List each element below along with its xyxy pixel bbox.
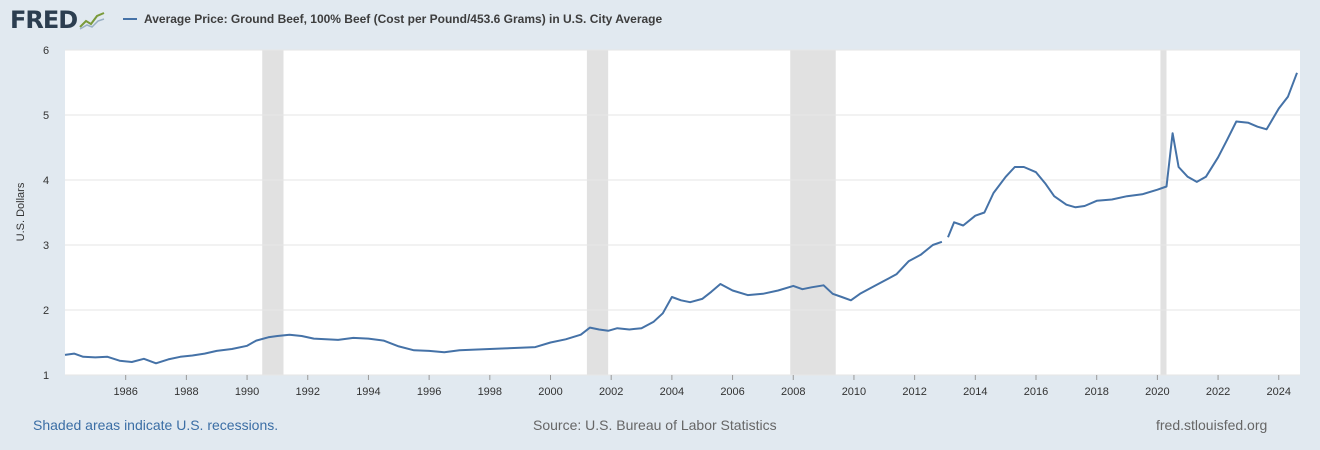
legend-series-label: Average Price: Ground Beef, 100% Beef (C… [144, 12, 663, 26]
x-tick-label: 2010 [842, 386, 866, 398]
series-line [64, 240, 943, 365]
x-tick-label: 1986 [113, 386, 137, 398]
x-tick-label: 2024 [1267, 386, 1291, 398]
line-chart: 1 2 3 4 5 6 1986 1988 1990 1992 1994 1996 1998 2000 2… [15, 45, 1300, 398]
y-tick-label: 4 [43, 175, 49, 187]
x-tick-label: 2018 [1084, 386, 1108, 398]
x-tick-label: 1994 [356, 386, 380, 398]
x-tick-label: 1992 [296, 386, 320, 398]
recession-band [262, 50, 284, 375]
x-tick-label: 2016 [1024, 386, 1048, 398]
fred-line-graph-icon [79, 10, 106, 30]
x-tick-label: 1998 [478, 386, 502, 398]
recession-band [790, 50, 836, 375]
x-tick-label: 2002 [599, 386, 623, 398]
y-tick-label: 2 [43, 305, 49, 317]
fred-header[interactable]: FRED [10, 6, 106, 34]
legend-line-swatch [123, 18, 137, 20]
x-tick-label: 2012 [902, 386, 926, 398]
fred-url-link[interactable]: fred.stlouisfed.org [1156, 417, 1268, 433]
x-tick-label: 2006 [720, 386, 744, 398]
y-tick-label: 6 [43, 45, 49, 57]
x-tick-label: 2022 [1206, 386, 1230, 398]
recession-note: Shaded areas indicate U.S. recessions. [33, 417, 279, 433]
x-tick-label: 1988 [174, 386, 198, 398]
y-tick-label: 5 [43, 110, 49, 122]
y-tick-label: 1 [43, 370, 49, 382]
series-line [947, 72, 1298, 238]
plot-area [65, 50, 1300, 375]
recession-band [1160, 50, 1167, 375]
x-tick-label: 1990 [235, 386, 259, 398]
x-tick-label: 2008 [781, 386, 805, 398]
y-tick-label: 3 [43, 240, 49, 252]
x-tick-label: 2020 [1145, 386, 1169, 398]
x-tick-label: 1996 [417, 386, 441, 398]
chart-legend: Average Price: Ground Beef, 100% Beef (C… [123, 12, 662, 26]
recession-band [586, 50, 609, 375]
source-text: Source: U.S. Bureau of Labor Statistics [533, 417, 777, 433]
y-axis-label: U.S. Dollars [15, 182, 27, 241]
x-tick-label: 2014 [963, 386, 987, 398]
x-tick-label: 2004 [660, 386, 684, 398]
fred-logo[interactable]: FRED [10, 6, 78, 34]
x-tick-label: 2000 [538, 386, 562, 398]
